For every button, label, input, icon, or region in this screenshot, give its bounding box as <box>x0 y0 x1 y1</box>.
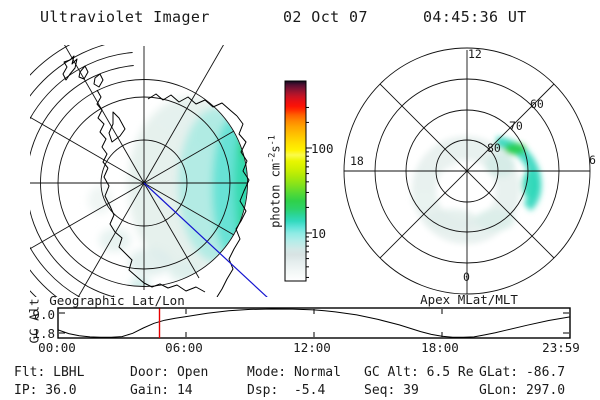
date-readout: 02 Oct 07 <box>283 8 368 26</box>
polar-aurora-image <box>411 136 542 244</box>
colorbar-unit-base: photon cm <box>268 162 283 228</box>
apex-caption: Apex MLat/MLT <box>420 292 518 307</box>
strip-xtick-2359: 23:59 <box>542 340 580 355</box>
gc-alt-curve <box>58 308 570 338</box>
status-gcalt: GC Alt: 6.5 Re <box>364 365 474 380</box>
status-seq: Seq: 39 <box>364 383 419 398</box>
status-dsp: Dsp: -5.4 <box>247 383 326 398</box>
satellite-track-line <box>143 182 268 297</box>
status-flt: Flt: LBHL <box>14 365 85 380</box>
mlat-label-80: 80 <box>487 141 501 155</box>
mlt-label-6: 6 <box>589 153 596 167</box>
mlat-label-70: 70 <box>509 119 523 133</box>
status-ip: IP: 36.0 <box>14 383 77 398</box>
status-gain: Gain: 14 <box>130 383 193 398</box>
status-door: Door: Open <box>130 365 209 380</box>
colorbar-unit-s: s <box>268 145 283 153</box>
colorbar-ticks <box>306 106 312 278</box>
strip-ytick-1-8: 1.8 <box>32 326 55 341</box>
mlat-label-60: 60 <box>530 97 544 111</box>
colorbar-unit-label: photon cm-2s-1 <box>268 102 283 262</box>
status-glat: GLat: -86.7 <box>479 365 566 380</box>
colorbar-tick-100: 100 <box>311 141 334 156</box>
mlt-label-18: 18 <box>350 154 364 168</box>
strip-xtick-1200: 12:00 <box>293 340 331 355</box>
apex-polar-panel <box>343 47 591 295</box>
strip-xtick-0000: 00:00 <box>38 340 76 355</box>
colorbar-unit-exp2: -1 <box>267 135 278 146</box>
instrument-title: Ultraviolet Imager <box>40 8 210 26</box>
map-coastlines <box>62 55 250 297</box>
time-readout: 04:45:36 UT <box>423 8 527 26</box>
map-caption: Geographic Lat/Lon <box>49 293 185 308</box>
colorbar-tick-10: 10 <box>311 226 327 241</box>
strip-xtick-0600: 06:00 <box>165 340 203 355</box>
status-glon: GLon: 297.0 <box>479 383 566 398</box>
strip-xtick-1800: 18:00 <box>421 340 459 355</box>
polar-grid <box>343 47 591 295</box>
mlt-label-0: 0 <box>463 270 470 284</box>
colorbar <box>284 80 312 282</box>
map-aurora-image <box>88 97 247 286</box>
geographic-map-panel <box>30 45 268 297</box>
strip-ytick-9: 9.0 <box>32 307 55 322</box>
status-mode: Mode: Normal <box>247 365 341 380</box>
gc-alt-strip-plot <box>57 307 571 339</box>
colorbar-unit-exp1: -2 <box>267 152 278 163</box>
mlt-label-12: 12 <box>468 47 482 61</box>
